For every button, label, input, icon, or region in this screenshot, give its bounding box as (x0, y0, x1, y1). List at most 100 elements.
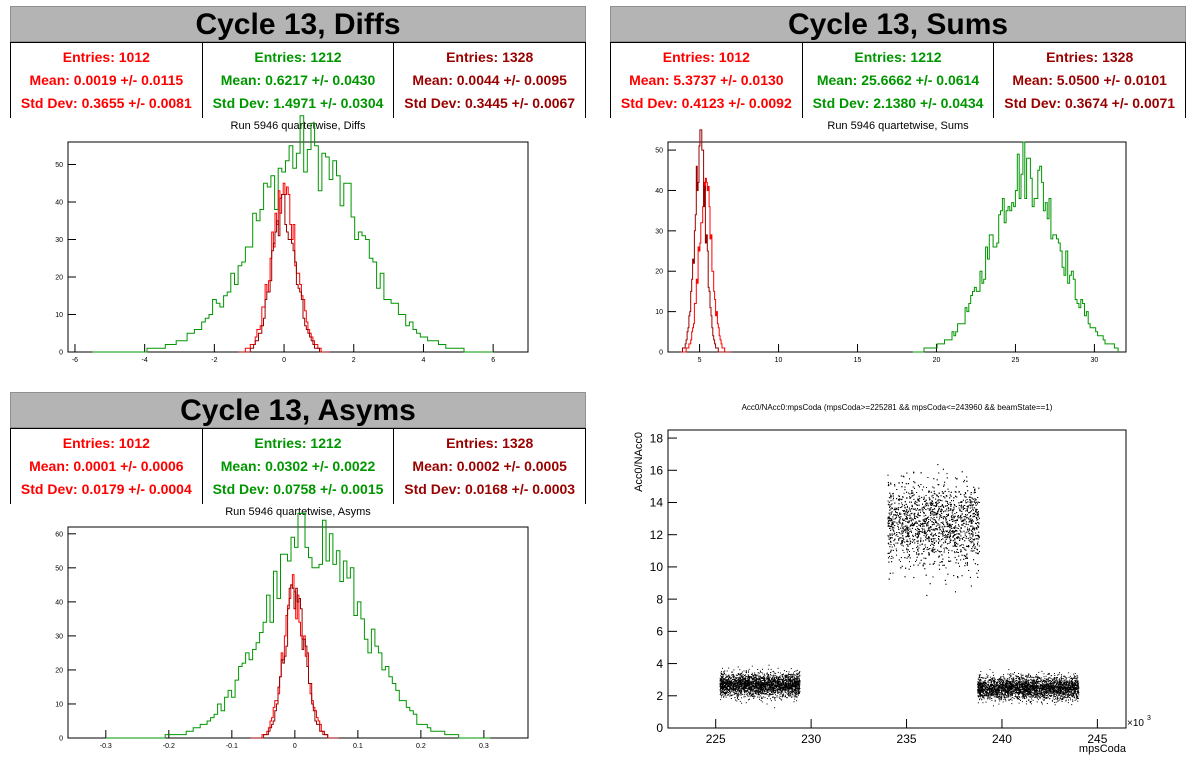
stat-entries: Entries: 1012 (62, 434, 150, 451)
diffs-x-tick-label: -2 (211, 357, 217, 364)
diffs-x-tick-label: 0 (282, 357, 286, 364)
scatter-cluster (887, 464, 980, 596)
sums-y-tick-label: 20 (655, 269, 663, 276)
sums-x-tick-label: 5 (698, 357, 702, 364)
sums-stats-darkred: Entries: 1328 Mean: 5.0500 +/- 0.0101 St… (994, 42, 1186, 118)
asyms-y-tick-label: 10 (55, 701, 63, 708)
diffs-stats-green: Entries: 1212 Mean: 0.6217 +/- 0.0430 St… (202, 42, 395, 118)
asyms-y-tick-label: 0 (59, 735, 63, 742)
stat-entries: Entries: 1328 (446, 48, 534, 65)
asyms-panel-title: Cycle 13, Asyms (10, 392, 586, 428)
sums-x-tick-label: 25 (1012, 357, 1020, 364)
diffs-y-tick-label: 20 (55, 274, 63, 281)
sums-y-tick-label: 40 (655, 188, 663, 195)
asyms-y-tick-label: 50 (55, 565, 63, 572)
stat-std-dev: Std Dev: 2.1380 +/- 0.0434 (812, 94, 984, 111)
asyms-series-green (105, 512, 491, 739)
diffs-y-tick-label: 50 (55, 162, 63, 169)
stat-entries: Entries: 1012 (62, 48, 150, 65)
scatter-y-tick-label: 16 (650, 463, 664, 477)
stat-mean: Mean: 0.0002 +/- 0.0005 (412, 457, 567, 474)
sums-panel-title: Cycle 13, Sums (610, 6, 1186, 42)
asyms-series-darkred (250, 584, 339, 739)
diffs-panel-title: Cycle 13, Diffs (10, 6, 586, 42)
diffs-y-tick-label: 10 (55, 312, 63, 319)
asyms-y-tick-label: 30 (55, 633, 63, 640)
diffs-x-tick-label: 6 (491, 357, 495, 364)
asyms-stats-red: Entries: 1012 Mean: 0.0001 +/- 0.0006 St… (11, 428, 203, 504)
scatter-y-tick-label: 8 (656, 592, 663, 606)
asyms-x-tick-label: -0.2 (163, 743, 175, 750)
stat-std-dev: Std Dev: 0.0168 +/- 0.0003 (404, 480, 576, 497)
scatter-y-tick-label: 14 (650, 496, 664, 510)
stat-std-dev: Std Dev: 0.0758 +/- 0.0015 (212, 480, 384, 497)
diffs-y-tick-label: 0 (59, 349, 63, 356)
diffs-stat-box: Entries: 1012 Mean: 0.0019 +/- 0.0115 St… (10, 42, 586, 118)
sums-series-red (680, 177, 732, 353)
asyms-series-red (250, 574, 339, 739)
diffs-stats-red: Entries: 1012 Mean: 0.0019 +/- 0.0115 St… (11, 42, 203, 118)
asyms-y-tick-label: 40 (55, 599, 63, 606)
asyms-x-tick-label: -0.3 (100, 743, 112, 750)
scatter-x-axis-label: mpsCoda (1079, 743, 1127, 755)
diffs-series-red (238, 182, 330, 353)
asyms-stat-box: Entries: 1012 Mean: 0.0001 +/- 0.0006 St… (10, 428, 586, 504)
diffs-series-green (92, 115, 494, 353)
scatter-points (719, 464, 1080, 709)
sums-plot-subtitle: Run 5946 quartetwise, Sums (827, 120, 969, 132)
stat-entries: Entries: 1212 (254, 434, 342, 451)
diffs-y-tick-label: 40 (55, 199, 63, 206)
diffs-x-tick-label: -6 (72, 357, 78, 364)
sums-y-tick-label: 30 (655, 228, 663, 235)
sums-frame (667, 141, 1127, 353)
asyms-x-tick-label: 0 (293, 743, 297, 750)
asyms-stats-green: Entries: 1212 Mean: 0.0302 +/- 0.0022 St… (202, 428, 395, 504)
asyms-stats-darkred: Entries: 1328 Mean: 0.0002 +/- 0.0005 St… (394, 428, 586, 504)
diffs-plot-subtitle: Run 5946 quartetwise, Diffs (230, 120, 366, 132)
sums-x-tick-label: 20 (933, 357, 941, 364)
stat-entries: Entries: 1328 (1046, 48, 1134, 65)
stat-mean: Mean: 25.6662 +/- 0.0614 (816, 71, 980, 88)
asyms-y-tick-label: 20 (55, 667, 63, 674)
scatter-x-tick-label: 245 (1087, 732, 1107, 746)
diffs-frame (67, 141, 529, 353)
scatter-cluster (719, 664, 801, 709)
diffs-y-tick-label: 30 (55, 237, 63, 244)
scatter-x-tick-label: 235 (897, 732, 917, 746)
asyms-plot-subtitle: Run 5946 quartetwise, Asyms (225, 506, 371, 518)
asyms-x-tick-label: 0.3 (479, 743, 489, 750)
scatter-y-tick-label: 18 (650, 431, 664, 445)
scatter-x-tick-label: 225 (706, 732, 726, 746)
scatter-y-tick-label: 2 (656, 689, 663, 703)
scatter-y-tick-label: 12 (650, 528, 664, 542)
scatter-y-tick-label: 0 (656, 721, 663, 735)
scatter-y-tick-label: 4 (656, 657, 663, 671)
sums-y-tick-label: 10 (655, 309, 663, 316)
scatter-y-axis-label: Acc0/NAcc0 (633, 432, 645, 492)
asyms-x-tick-label: -0.1 (226, 743, 238, 750)
stat-std-dev: Std Dev: 0.4123 +/- 0.0092 (620, 94, 792, 111)
sums-stat-box: Entries: 1012 Mean: 5.3737 +/- 0.0130 St… (610, 42, 1186, 118)
scatter-y-tick-label: 10 (650, 560, 664, 574)
stat-std-dev: Std Dev: 0.0179 +/- 0.0004 (20, 480, 192, 497)
stat-std-dev: Std Dev: 1.4971 +/- 0.0304 (212, 94, 384, 111)
stat-std-dev: Std Dev: 0.3445 +/- 0.0067 (404, 94, 576, 111)
sums-series-green (912, 141, 1119, 353)
diffs-stats-darkred: Entries: 1328 Mean: 0.0044 +/- 0.0095 St… (394, 42, 586, 118)
stat-mean: Mean: 0.6217 +/- 0.0430 (220, 71, 376, 88)
sums-series-darkred (680, 129, 732, 353)
stat-mean: Mean: 0.0302 +/- 0.0022 (220, 457, 376, 474)
scatter-x-exponent: ×10 (1127, 718, 1144, 729)
asyms-frame (67, 526, 529, 739)
diffs-x-tick-label: 2 (352, 357, 356, 364)
scatter-x-exponent-power: 3 (1147, 715, 1151, 722)
scatter-x-tick-label: 230 (801, 732, 821, 746)
sums-y-tick-label: 50 (655, 148, 663, 155)
stat-mean: Mean: 5.3737 +/- 0.0130 (629, 71, 784, 88)
asyms-y-tick-label: 60 (55, 531, 63, 538)
diffs-x-tick-label: -4 (142, 357, 148, 364)
stat-entries: Entries: 1212 (254, 48, 342, 65)
sums-x-tick-label: 10 (775, 357, 783, 364)
sums-x-tick-label: 30 (1091, 357, 1099, 364)
